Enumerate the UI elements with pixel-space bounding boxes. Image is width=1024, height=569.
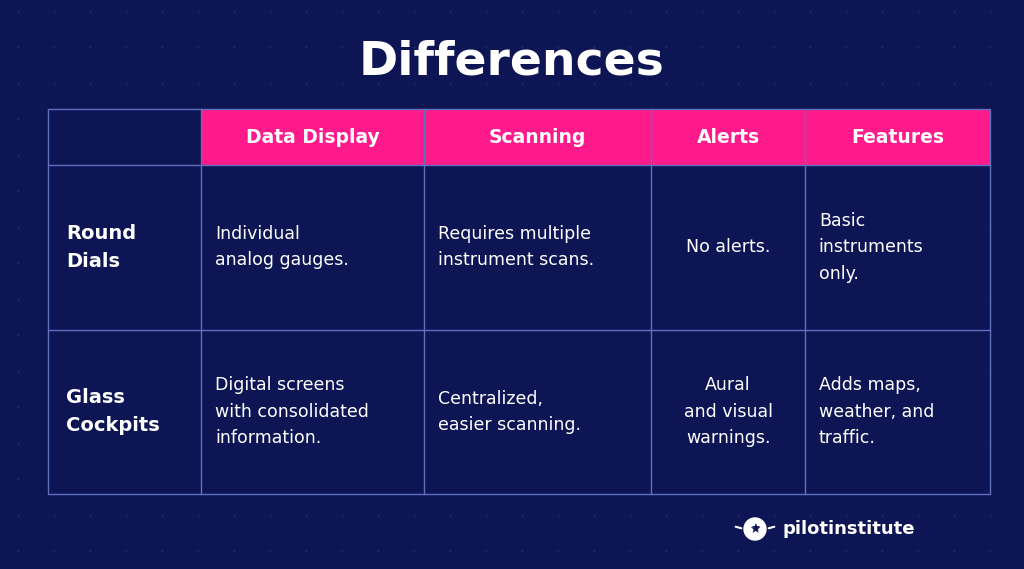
Text: Basic
instruments
only.: Basic instruments only. bbox=[819, 212, 924, 283]
Text: Requires multiple
instrument scans.: Requires multiple instrument scans. bbox=[437, 225, 594, 270]
Text: Adds maps,
weather, and
traffic.: Adds maps, weather, and traffic. bbox=[819, 376, 934, 447]
Text: Individual
analog gauges.: Individual analog gauges. bbox=[215, 225, 349, 270]
Text: Scanning: Scanning bbox=[488, 127, 586, 146]
Text: Data Display: Data Display bbox=[246, 127, 380, 146]
Text: Features: Features bbox=[851, 127, 944, 146]
Text: Glass
Cockpits: Glass Cockpits bbox=[66, 388, 160, 435]
Bar bbox=[48, 109, 990, 494]
Text: Centralized,
easier scanning.: Centralized, easier scanning. bbox=[437, 390, 581, 434]
Text: ★: ★ bbox=[750, 522, 761, 535]
Text: Differences: Differences bbox=[359, 39, 665, 84]
Text: No alerts.: No alerts. bbox=[686, 238, 770, 256]
Text: ★: ★ bbox=[750, 524, 760, 534]
Text: Alerts: Alerts bbox=[696, 127, 760, 146]
Bar bbox=[424, 109, 651, 165]
Bar bbox=[48, 109, 990, 494]
Bar bbox=[651, 109, 805, 165]
Bar bbox=[202, 109, 424, 165]
Circle shape bbox=[744, 518, 766, 540]
Text: Round
Dials: Round Dials bbox=[66, 224, 136, 271]
Text: Digital screens
with consolidated
information.: Digital screens with consolidated inform… bbox=[215, 376, 370, 447]
Text: pilotinstitute: pilotinstitute bbox=[783, 520, 915, 538]
Text: Aural
and visual
warnings.: Aural and visual warnings. bbox=[684, 376, 772, 447]
Bar bbox=[805, 109, 990, 165]
